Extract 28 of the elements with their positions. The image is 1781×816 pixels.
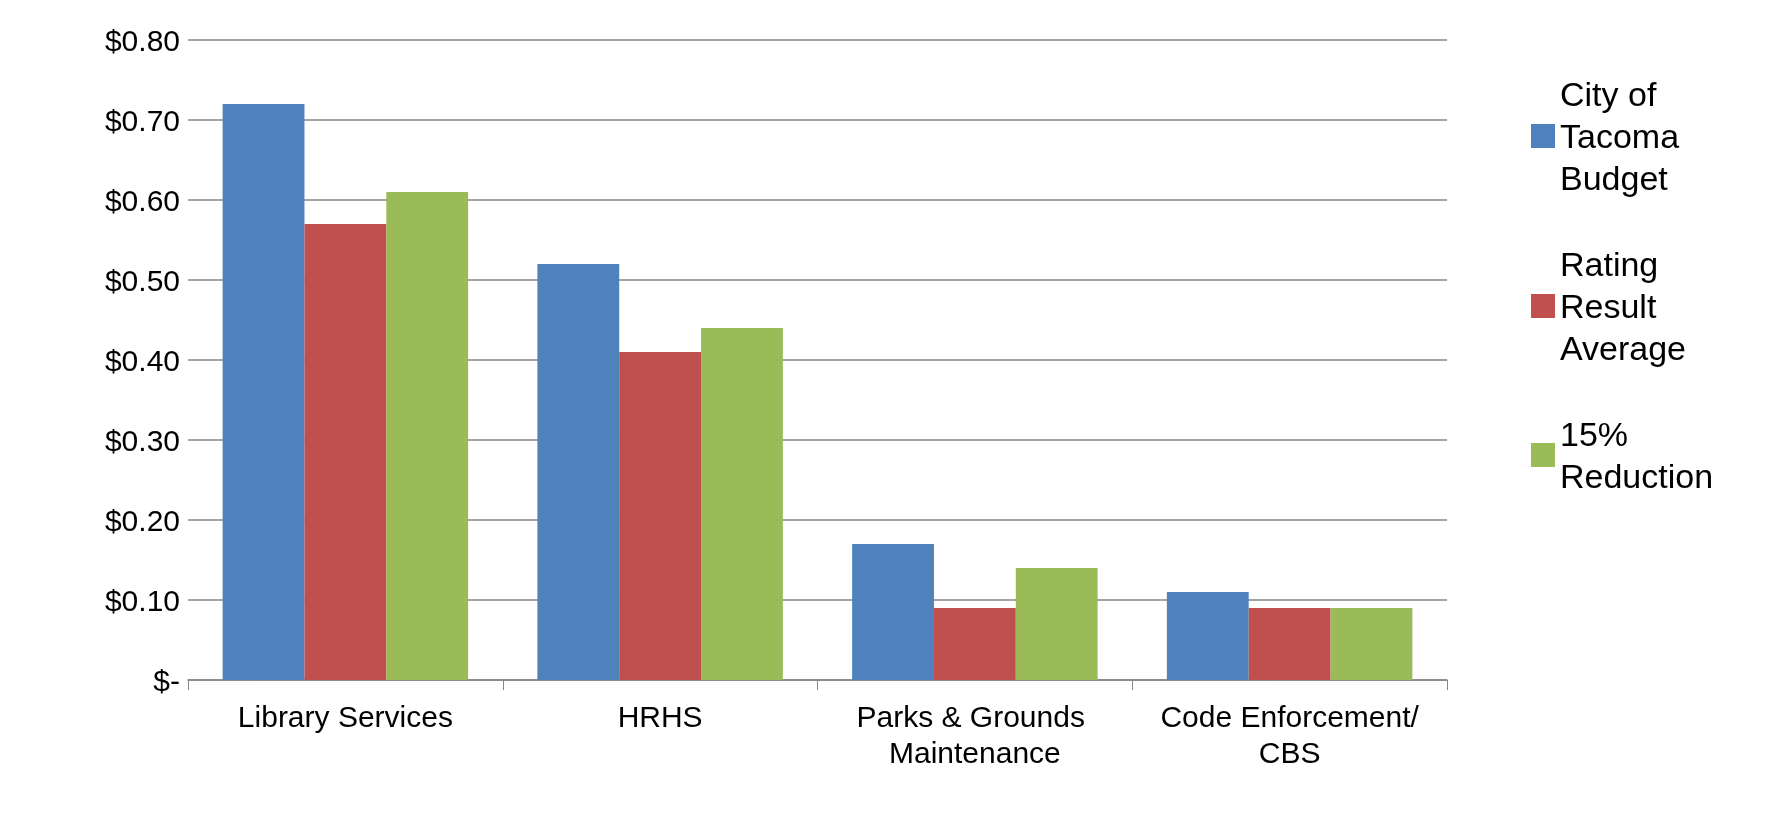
x-tick-label: Code Enforcement/CBS (1160, 699, 1420, 769)
bar (933, 608, 1016, 680)
bar (1015, 568, 1098, 680)
bar (222, 104, 305, 680)
bar (386, 192, 469, 680)
y-tick-label: $0.40 (104, 343, 180, 377)
y-tick-label: $0.70 (104, 103, 180, 137)
bar (537, 264, 620, 680)
legend-label: Rating Result Average (1560, 245, 1687, 367)
bar (304, 224, 387, 680)
bar (1330, 608, 1413, 680)
bar (852, 544, 934, 680)
y-tick-label: $0.60 (104, 183, 180, 217)
y-tick-label: $- (153, 663, 180, 697)
bar (1248, 608, 1331, 680)
bar (701, 328, 783, 680)
y-tick-label: $0.20 (104, 503, 180, 537)
y-tick-label: $0.50 (104, 263, 180, 297)
x-tick-label: Parks & Grounds Maintenance (856, 699, 1094, 769)
legend-label: City of Tacoma Budget (1560, 75, 1689, 197)
x-tick-label: HRHS (617, 699, 703, 733)
bar (619, 352, 702, 680)
y-tick-label: $0.80 (104, 23, 180, 57)
y-tick-label: $0.10 (104, 583, 180, 617)
x-tick-label: Library Services (237, 699, 453, 733)
legend-label: 15% Reduction (1560, 415, 1714, 495)
y-tick-label: $0.30 (104, 423, 180, 457)
bar (1166, 592, 1249, 680)
